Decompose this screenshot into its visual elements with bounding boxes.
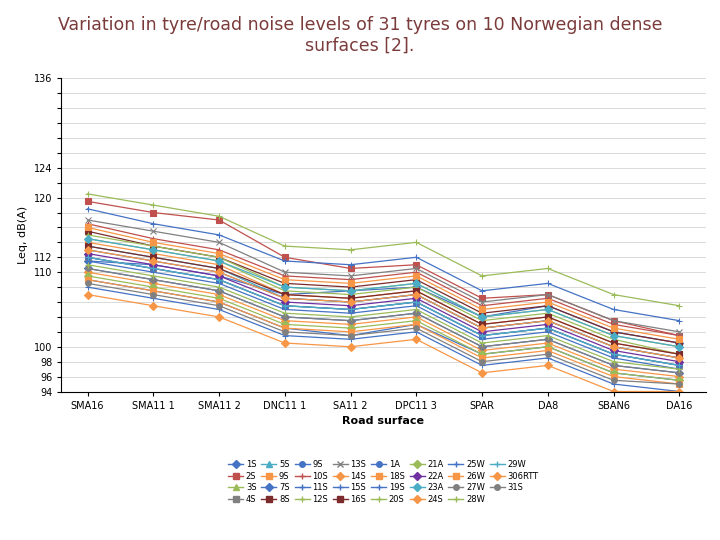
Text: Variation in tyre/road noise levels of 31 tyres on 10 Norwegian dense
surfaces [: Variation in tyre/road noise levels of 3… (58, 16, 662, 55)
Y-axis label: Leq, dB(A): Leq, dB(A) (18, 206, 28, 264)
X-axis label: Road surface: Road surface (343, 416, 424, 426)
Legend: 1S, 2S, 3S, 4S, 5S, 9S, 7S, 8S, 9S, 10S, 11S, 12S, 13S, 14S, 15S, 16S, 1A, 18S, : 1S, 2S, 3S, 4S, 5S, 9S, 7S, 8S, 9S, 10S,… (225, 457, 541, 507)
